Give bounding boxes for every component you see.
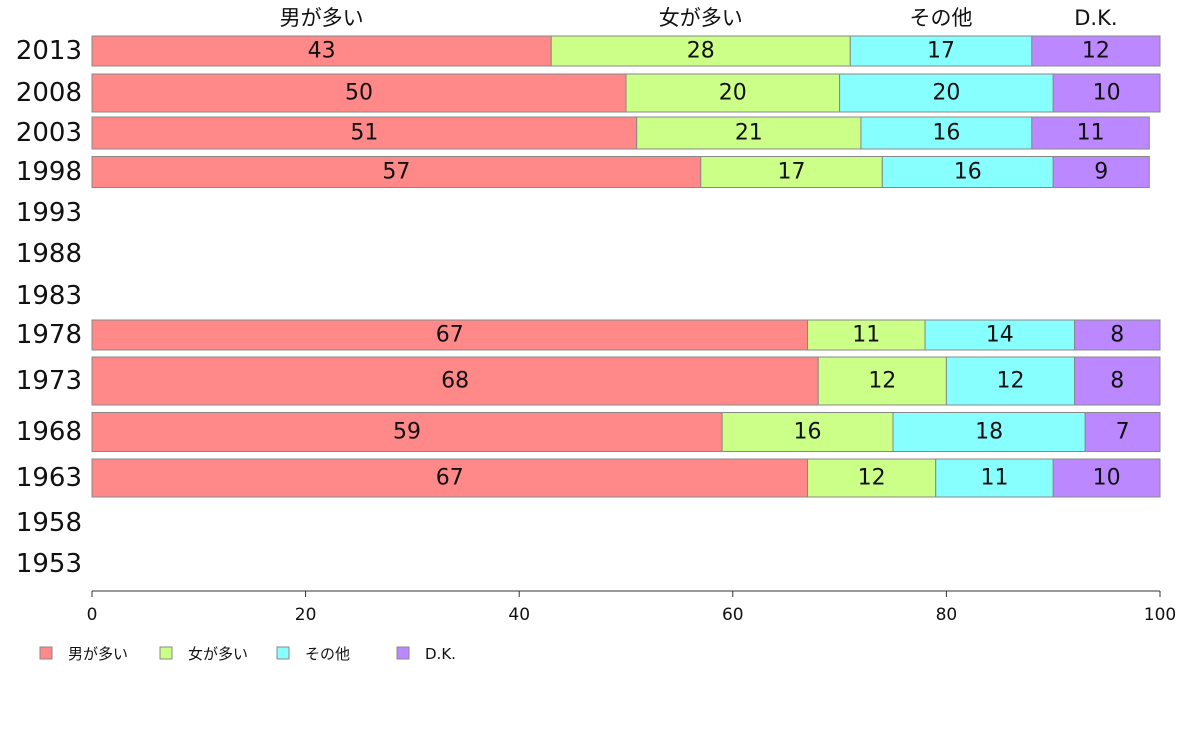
- year-label-1963: 1963: [16, 463, 82, 493]
- year-axis-labels: 2013 2008 2003 1998 1993 1988 1983 1978 1973 1968…: [16, 36, 82, 579]
- bar-2013-series-3: [849, 35, 1033, 67]
- bar-value-1978-series-2: 11: [852, 323, 880, 348]
- legend-swatch-4: [396, 646, 410, 660]
- year-label-2008: 2008: [16, 78, 82, 108]
- bar-2008-series-2: [625, 73, 841, 113]
- bar-1978-series-2: [807, 319, 926, 351]
- bar-2003-series-2: [636, 116, 862, 150]
- bar-value-1973-series-3: 12: [996, 369, 1024, 394]
- x-tick-label-60: 60: [722, 605, 744, 625]
- bar-value-1968-series-3: 18: [975, 420, 1003, 445]
- x-tick-label-40: 40: [508, 605, 530, 625]
- bar-2013-series-4: [1031, 35, 1161, 67]
- bar-1978-series-1: [91, 319, 809, 351]
- bar-value-1973-series-2: 12: [868, 369, 896, 394]
- bar-1973-series-2: [817, 356, 947, 406]
- bar-value-1973-series-1: 68: [441, 369, 469, 394]
- bar-value-1963-series-4: 10: [1093, 466, 1121, 491]
- year-label-1998: 1998: [16, 157, 82, 187]
- bar-1973-series-1: [91, 356, 819, 406]
- year-label-2013: 2013: [16, 36, 82, 66]
- bar-value-2008-series-2: 20: [719, 81, 747, 106]
- bar-2003-series-4: [1031, 116, 1150, 150]
- year-label-1983: 1983: [16, 281, 82, 311]
- year-label-1978: 1978: [16, 320, 82, 350]
- bar-1963-series-1: [91, 458, 809, 498]
- bar-value-2013-series-4: 12: [1082, 39, 1110, 64]
- bar-2013-series-2: [550, 35, 851, 67]
- bar-value-1968-series-2: 16: [794, 420, 822, 445]
- bar-value-1998-series-3: 16: [954, 160, 982, 185]
- bar-value-1998-series-2: 17: [778, 160, 806, 185]
- bar-value-2013-series-2: 28: [687, 39, 715, 64]
- bar-1968-series-3: [892, 412, 1086, 452]
- bar-value-1978-series-4: 8: [1110, 323, 1124, 348]
- bar-1963-series-4: [1052, 458, 1161, 498]
- bar-value-1998-series-1: 57: [382, 160, 410, 185]
- year-label-1953: 1953: [16, 549, 82, 579]
- legend-swatch-1: [39, 646, 53, 660]
- bar-value-1973-series-4: 8: [1110, 369, 1124, 394]
- x-tick-label-20: 20: [295, 605, 317, 625]
- bar-2013-series-1: [91, 35, 552, 67]
- legend-label-2: 女が多い: [188, 645, 248, 663]
- column-header-labels: 男が多い 女が多い その他 D.K.: [280, 6, 1118, 30]
- bar-value-1968-series-4: 7: [1116, 420, 1130, 445]
- bar-1973-series-4: [1074, 356, 1161, 406]
- bar-value-1968-series-1: 59: [393, 420, 421, 445]
- bar-value-2008-series-1: 50: [345, 81, 373, 106]
- bar-2008-series-1: [91, 73, 627, 113]
- legend-label-1: 男が多い: [68, 645, 128, 663]
- bar-value-2003-series-1: 51: [350, 121, 378, 146]
- bar-1968-series-1: [91, 412, 723, 452]
- bars: 43 28 17 12 50 20 20 10 51 21 16 11 57 17 16 9 67 11 14 8 68…: [91, 35, 1161, 498]
- year-label-1993: 1993: [16, 198, 82, 228]
- legend: 男が多い 女が多い その他 D.K.: [39, 645, 456, 663]
- bar-2008-series-4: [1052, 73, 1161, 113]
- bar-value-2013-series-3: 17: [927, 39, 955, 64]
- bar-1973-series-3: [945, 356, 1076, 406]
- header-label-2: 女が多い: [659, 6, 743, 30]
- bar-value-2008-series-4: 10: [1093, 81, 1121, 106]
- bar-value-1998-series-4: 9: [1094, 160, 1108, 185]
- x-tick-label-80: 80: [936, 605, 958, 625]
- bar-value-1978-series-3: 14: [986, 323, 1014, 348]
- year-label-1958: 1958: [16, 508, 82, 538]
- x-axis: 0 20 40 60 80 100: [87, 590, 1176, 625]
- bar-value-2013-series-1: 43: [308, 39, 336, 64]
- bar-1998-series-1: [91, 156, 702, 188]
- bar-2003-series-1: [91, 116, 638, 150]
- bar-1978-series-3: [924, 319, 1076, 351]
- bar-value-1963-series-3: 11: [980, 466, 1008, 491]
- bar-1978-series-4: [1074, 319, 1161, 351]
- legend-label-4: D.K.: [425, 645, 456, 663]
- year-label-1988: 1988: [16, 239, 82, 269]
- year-label-1973: 1973: [16, 366, 82, 396]
- bar-1998-series-4: [1052, 156, 1150, 188]
- bar-value-1963-series-2: 12: [858, 466, 886, 491]
- legend-swatch-3: [276, 646, 290, 660]
- bar-1998-series-2: [700, 156, 883, 188]
- bar-value-1978-series-1: 67: [436, 323, 464, 348]
- legend-swatch-2: [159, 646, 173, 660]
- bar-2008-series-3: [839, 73, 1054, 113]
- year-label-2003: 2003: [16, 118, 82, 148]
- bar-value-2003-series-2: 21: [735, 121, 763, 146]
- x-tick-label-0: 0: [87, 605, 98, 625]
- header-label-3: その他: [910, 6, 973, 30]
- bar-1968-series-4: [1084, 412, 1161, 452]
- x-tick-label-100: 100: [1144, 605, 1176, 625]
- legend-label-3: その他: [305, 645, 350, 663]
- header-label-4: D.K.: [1074, 6, 1117, 30]
- bar-value-2003-series-3: 16: [932, 121, 960, 146]
- bar-value-1963-series-1: 67: [436, 466, 464, 491]
- bar-value-2003-series-4: 11: [1077, 121, 1105, 146]
- bar-value-2008-series-3: 20: [932, 81, 960, 106]
- header-label-1: 男が多い: [280, 6, 364, 30]
- year-label-1968: 1968: [16, 417, 82, 447]
- bar-1963-series-3: [935, 458, 1054, 498]
